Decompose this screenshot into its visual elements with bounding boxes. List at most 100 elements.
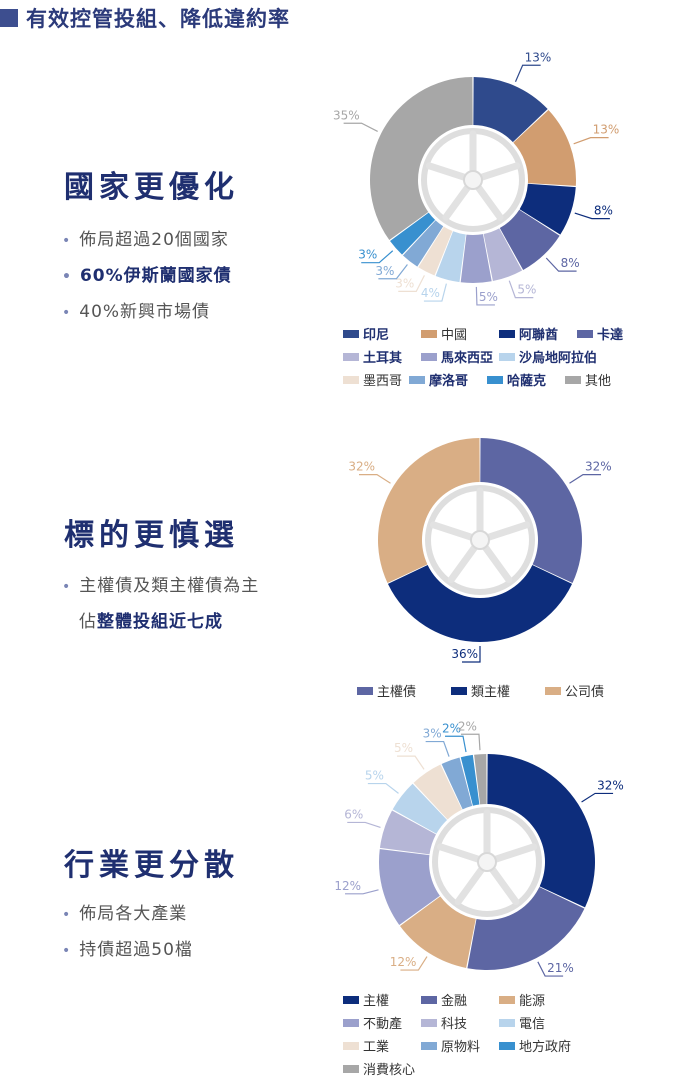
legend-swatch: [421, 352, 437, 361]
legend-item: 類主權: [451, 679, 539, 702]
legend-label: 哈薩克: [507, 374, 547, 389]
legend-label: 摩洛哥: [429, 374, 469, 389]
legend-swatch: [487, 375, 503, 384]
legend-item: 其他: [565, 368, 637, 391]
label-leader-line: [345, 889, 379, 895]
legend-item: 沙烏地阿拉伯: [499, 345, 597, 368]
pie-slice: [499, 209, 560, 270]
legend-swatch: [499, 352, 516, 361]
wheel-spoke-icon: [442, 182, 472, 221]
wheel-spoke-icon: [484, 521, 531, 542]
legend-label: 阿聯酋: [519, 328, 559, 343]
pie-slice: [487, 754, 596, 908]
slice-label: 3%: [375, 264, 394, 278]
legend-label: 主權: [363, 994, 390, 1009]
legend-swatch: [499, 1041, 515, 1050]
pie-chart-1: 32% 36% 32%: [348, 438, 612, 663]
legend-label: 墨西哥: [363, 374, 403, 389]
legend-swatch: [409, 375, 425, 384]
legend-item: 金融: [421, 988, 493, 1011]
legend-label: 主權債: [377, 685, 417, 700]
slice-label: 2%: [442, 721, 461, 735]
legend-item: 馬來西亞: [421, 345, 493, 368]
wheel-spoke-icon: [447, 542, 479, 584]
legend-item: 印尼: [343, 322, 415, 345]
label-leader-line: [508, 280, 534, 299]
pie-slice: [392, 783, 448, 834]
pie-slice: [513, 109, 576, 186]
label-leader-line: [581, 792, 614, 803]
pie-slice: [413, 764, 462, 820]
legend-label: 金融: [441, 994, 468, 1009]
page-header: 有效控管投組、降低違約率: [0, 4, 290, 32]
legend-item: 中國: [421, 322, 493, 345]
legend-label: 地方政府: [519, 1040, 572, 1055]
label-leader-line: [574, 212, 610, 220]
legend-item: 地方政府: [499, 1034, 571, 1057]
bullet-item: • 主權債及類主權債為主: [62, 576, 260, 596]
legend-item: 科技: [421, 1011, 493, 1034]
label-leader-line: [358, 474, 391, 484]
pie-slice: [467, 887, 585, 970]
pie-chart-2: 32%21%12%12%6%5%5%3% 2%2%: [334, 719, 624, 977]
slice-label: 6%: [344, 807, 363, 821]
label-leader-line: [537, 961, 564, 977]
label-leader-line: [569, 474, 602, 484]
wheel-spoke-icon: [491, 843, 538, 864]
slice-label: 12%: [390, 955, 417, 969]
wheel-hub-icon: [477, 852, 497, 872]
slice-label: 5%: [394, 741, 413, 755]
legend-swatch: [499, 329, 515, 338]
label-leader-line: [423, 283, 447, 302]
wheel-spoke-icon: [436, 843, 483, 864]
legend-swatch: [577, 329, 593, 338]
label-leader-line: [445, 735, 467, 753]
bullet-item-continued: 佔整體投組近七成: [79, 612, 223, 632]
label-leader-line: [514, 64, 541, 83]
legend-label: 卡達: [597, 328, 624, 343]
legend-item: 電信: [499, 1011, 571, 1034]
slice-label: 5%: [479, 290, 498, 304]
legend-item: 摩洛哥: [409, 368, 481, 391]
instrument-bullets: • 主權債及類主權債為主 佔整體投組近七成: [62, 568, 259, 640]
label-leader-line: [343, 122, 378, 132]
legend-item: 原物料: [421, 1034, 493, 1057]
chart-legend-type: 主權債 類主權 公司債: [357, 679, 657, 702]
label-leader-line: [460, 733, 481, 751]
legend-item: 工業: [343, 1034, 415, 1057]
label-leader-line: [425, 740, 450, 757]
slice-label: 36%: [451, 647, 478, 661]
pie-chart-0: 13%13%8%8%5%5%4%3%3%3%35%: [333, 50, 619, 306]
legend-item: 哈薩克: [487, 368, 559, 391]
label-leader-line: [475, 286, 495, 306]
slice-label: 4%: [421, 286, 440, 300]
legend-swatch: [343, 352, 359, 361]
pie-slice: [473, 77, 548, 143]
pie-slice: [400, 896, 476, 968]
pie-slice: [387, 564, 573, 642]
slice-label: 32%: [348, 460, 375, 474]
legend-label: 能源: [519, 994, 546, 1009]
section-title-industry: 行業更分散: [64, 848, 239, 883]
label-leader-line: [347, 821, 381, 828]
label-leader-line: [398, 275, 425, 292]
section-title-instrument: 標的更慎選: [64, 518, 239, 553]
legend-label: 沙烏地阿拉伯: [519, 351, 598, 366]
legend-label: 原物料: [441, 1040, 481, 1055]
label-leader-line: [573, 137, 609, 145]
label-leader-line: [462, 646, 481, 663]
legend-item: 能源: [499, 988, 571, 1011]
legend-swatch: [343, 329, 359, 338]
legend-swatch: [499, 1018, 515, 1027]
bullet-item: • 60%伊斯蘭國家債: [62, 266, 232, 286]
bullet-item: • 佈局各大產業: [62, 904, 188, 924]
slice-label: 21%: [547, 961, 574, 975]
pie-slice: [435, 231, 466, 283]
slice-label: 2%: [458, 719, 477, 733]
label-leader-line: [400, 956, 428, 971]
header-square-icon: [0, 9, 18, 27]
legend-item: 公司債: [545, 679, 633, 702]
legend-label: 中國: [441, 328, 468, 343]
legend-item: 主權債: [357, 679, 445, 702]
legend-label: 土耳其: [363, 351, 403, 366]
